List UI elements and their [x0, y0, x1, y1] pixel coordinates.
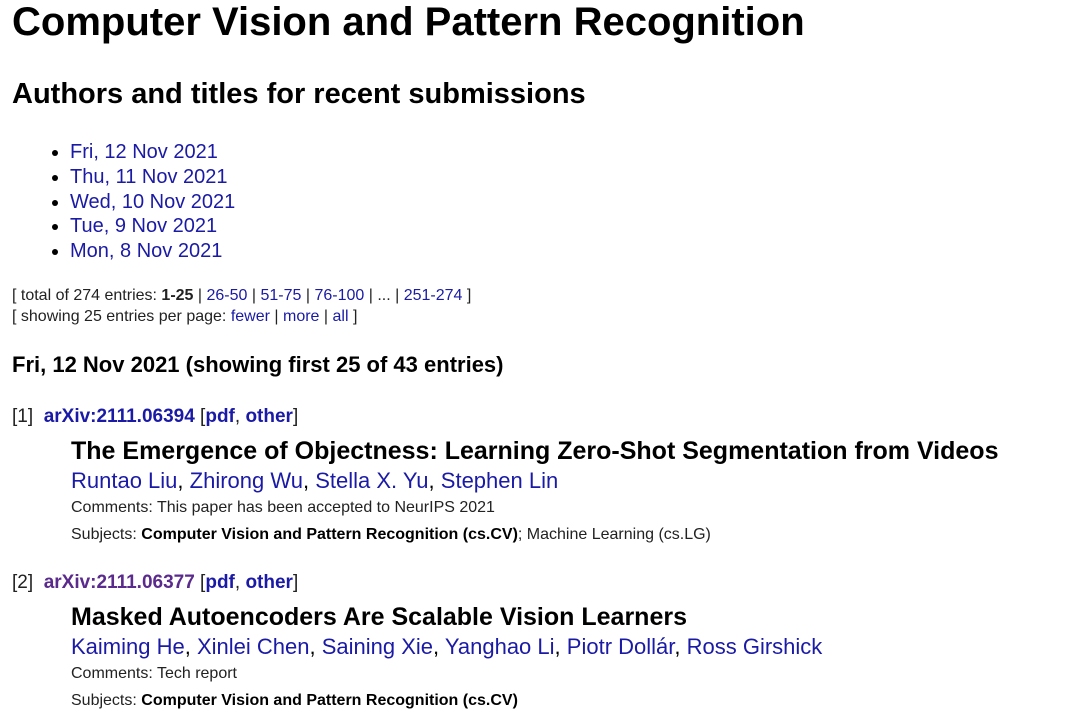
author-link[interactable]: Stephen Lin: [440, 468, 559, 493]
author-link[interactable]: Stella X. Yu: [315, 468, 429, 493]
entry-authors: Runtao Liu, Zhirong Wu, Stella X. Yu, St…: [71, 468, 559, 493]
pagination-pages: [ total of 274 entries: 1-25 | 26-50 | 5…: [12, 287, 472, 304]
entry-comments: Comments: Tech report: [71, 665, 237, 683]
date-link[interactable]: Wed, 10 Nov 2021: [70, 190, 236, 213]
entry-comments: Comments: This paper has been accepted t…: [71, 499, 495, 517]
entry-header: [1] arXiv:2111.06394 [pdf, other]: [12, 406, 299, 427]
entry-subjects: Subjects: Computer Vision and Pattern Re…: [71, 692, 518, 710]
page-link[interactable]: 76-100: [314, 287, 365, 304]
date-link[interactable]: Mon, 8 Nov 2021: [70, 240, 223, 263]
entry-header: [2] arXiv:2111.06377 [pdf, other]: [12, 572, 299, 593]
entry-title: Masked Autoencoders Are Scalable Vision …: [71, 603, 687, 631]
per-page-label: [ showing 25 entries per page:: [12, 308, 231, 325]
author-link[interactable]: Ross Girshick: [686, 634, 823, 659]
author-link[interactable]: Zhirong Wu: [189, 468, 303, 493]
entry-authors: Kaiming He, Xinlei Chen, Saining Xie, Ya…: [71, 634, 823, 659]
page-subtitle: Authors and titles for recent submission…: [12, 78, 586, 110]
comments-label: Comments:: [71, 665, 153, 682]
section-heading: Fri, 12 Nov 2021 (showing first 25 of 43…: [12, 352, 504, 377]
more-link[interactable]: more: [282, 308, 320, 325]
date-item: Mon, 8 Nov 2021: [70, 239, 235, 264]
date-item: Tue, 9 Nov 2021: [70, 214, 235, 239]
page-title: Computer Vision and Pattern Recognition: [12, 0, 805, 44]
comments-label: Comments:: [71, 499, 153, 516]
author-link[interactable]: Saining Xie: [321, 634, 434, 659]
other-link[interactable]: other: [245, 572, 293, 593]
date-link[interactable]: Thu, 11 Nov 2021: [70, 165, 228, 188]
primary-subject: Computer Vision and Pattern Recognition …: [141, 692, 518, 709]
arxiv-id-link[interactable]: arXiv:2111.06394: [43, 406, 195, 427]
primary-subject: Computer Vision and Pattern Recognition …: [141, 526, 518, 543]
subjects-label: Subjects:: [71, 526, 137, 543]
arxiv-id-link[interactable]: arXiv:2111.06377: [43, 572, 195, 593]
all-link[interactable]: all: [332, 308, 349, 325]
date-item: Wed, 10 Nov 2021: [70, 190, 235, 215]
entry-index: [1]: [12, 406, 34, 427]
comments-text: This paper has been accepted to NeurIPS …: [156, 499, 495, 516]
pdf-link[interactable]: pdf: [205, 406, 235, 427]
pdf-link[interactable]: pdf: [205, 572, 235, 593]
other-link[interactable]: other: [245, 406, 293, 427]
author-link[interactable]: Xinlei Chen: [196, 634, 310, 659]
comments-text: Tech report: [156, 665, 237, 682]
current-page: 1-25: [161, 287, 194, 304]
author-link[interactable]: Piotr Dollár: [566, 634, 675, 659]
entry-title: The Emergence of Objectness: Learning Ze…: [71, 437, 999, 465]
fewer-link[interactable]: fewer: [230, 308, 270, 325]
entry-index: [2]: [12, 572, 34, 593]
entry-subjects: Subjects: Computer Vision and Pattern Re…: [71, 526, 711, 544]
page-link[interactable]: 26-50: [206, 287, 248, 304]
subjects-label: Subjects:: [71, 692, 137, 709]
total-label: [ total of 274 entries:: [12, 287, 162, 304]
date-link[interactable]: Tue, 9 Nov 2021: [70, 215, 218, 238]
author-link[interactable]: Yanghao Li: [444, 634, 555, 659]
date-list: Fri, 12 Nov 2021 Thu, 11 Nov 2021 Wed, 1…: [12, 140, 235, 264]
date-item: Fri, 12 Nov 2021: [70, 140, 235, 165]
per-page-controls: [ showing 25 entries per page: fewer | m…: [12, 308, 358, 325]
author-link[interactable]: Runtao Liu: [71, 468, 178, 493]
page-link[interactable]: 51-75: [260, 287, 302, 304]
ellipsis: ...: [377, 287, 391, 304]
author-link[interactable]: Kaiming He: [71, 634, 185, 659]
other-subjects: ; Machine Learning (cs.LG): [517, 526, 711, 543]
date-link[interactable]: Fri, 12 Nov 2021: [70, 141, 218, 163]
page-link[interactable]: 251-274: [403, 287, 463, 304]
date-item: Thu, 11 Nov 2021: [70, 165, 235, 190]
pagination: [ total of 274 entries: 1-25 | 26-50 | 5…: [12, 285, 471, 327]
